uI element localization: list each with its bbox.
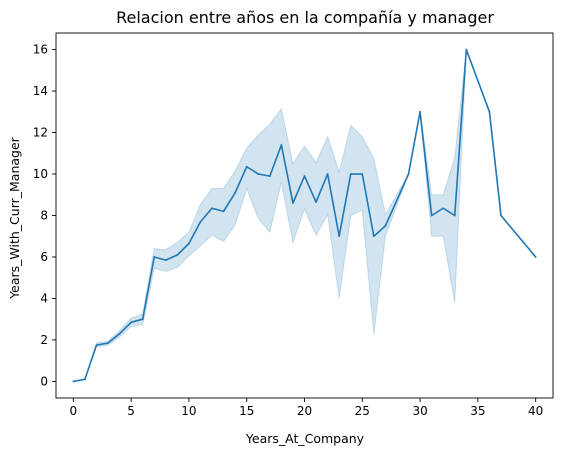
data-point — [164, 259, 167, 261]
x-tick-label: 40 — [528, 404, 543, 418]
data-point — [534, 256, 537, 258]
data-point — [372, 235, 375, 238]
data-point — [222, 210, 225, 213]
data-point — [199, 220, 202, 223]
data-point — [72, 380, 75, 383]
y-tick-label: 14 — [33, 84, 48, 98]
data-point — [107, 342, 109, 344]
data-point — [268, 175, 271, 177]
y-tick-label: 4 — [40, 291, 48, 305]
plot-background — [56, 33, 553, 398]
x-axis-label: Years_At_Company — [245, 431, 365, 446]
axes-layer: 0 5 10 15 20 25 30 35 40 0 2 4 6 8 10 12 14 16 — [33, 32, 554, 418]
data-point — [83, 378, 86, 381]
data-point — [141, 318, 144, 321]
data-point — [188, 242, 190, 245]
data-point — [361, 173, 364, 175]
data-point — [280, 144, 283, 146]
data-point — [384, 224, 387, 227]
y-axis-label: Years_With_Curr_Manager — [7, 136, 22, 299]
x-tick-label: 30 — [412, 404, 427, 418]
data-point — [326, 173, 329, 175]
y-tick-label: 16 — [33, 43, 48, 57]
x-tick-label: 35 — [470, 404, 485, 418]
data-point — [349, 173, 352, 175]
chart-title: Relacion entre años en la compañía y man… — [116, 8, 494, 27]
y-tick-label: 12 — [33, 126, 48, 140]
y-tick-label: 8 — [40, 209, 48, 223]
data-point — [95, 344, 98, 347]
y-tick-label: 10 — [33, 167, 48, 181]
data-point — [430, 214, 433, 217]
data-point — [211, 207, 213, 210]
y-tick-label: 0 — [40, 374, 48, 388]
y-tick-label: 2 — [40, 333, 48, 347]
x-tick-label: 5 — [127, 404, 135, 418]
data-point — [292, 202, 294, 204]
data-point — [419, 110, 421, 113]
data-point — [245, 165, 248, 168]
data-point — [488, 110, 491, 113]
data-point — [118, 332, 121, 335]
data-point — [407, 173, 410, 175]
data-point — [176, 254, 179, 256]
data-point — [465, 48, 468, 51]
data-point — [500, 214, 502, 217]
x-tick-label: 15 — [239, 404, 254, 418]
data-point — [130, 321, 133, 324]
x-tick-label: 10 — [181, 404, 196, 418]
x-tick-label: 0 — [70, 404, 78, 418]
data-point — [234, 191, 237, 194]
data-point — [153, 256, 156, 258]
data-point — [303, 175, 306, 177]
data-point — [338, 235, 341, 238]
x-tick-label: 20 — [297, 404, 312, 418]
data-point — [453, 214, 456, 217]
data-point — [257, 173, 260, 175]
data-point — [442, 207, 445, 210]
series-line-layer — [72, 48, 537, 383]
x-tick-label: 25 — [355, 404, 370, 418]
y-tick-label: 6 — [40, 250, 48, 264]
data-point — [315, 201, 317, 203]
